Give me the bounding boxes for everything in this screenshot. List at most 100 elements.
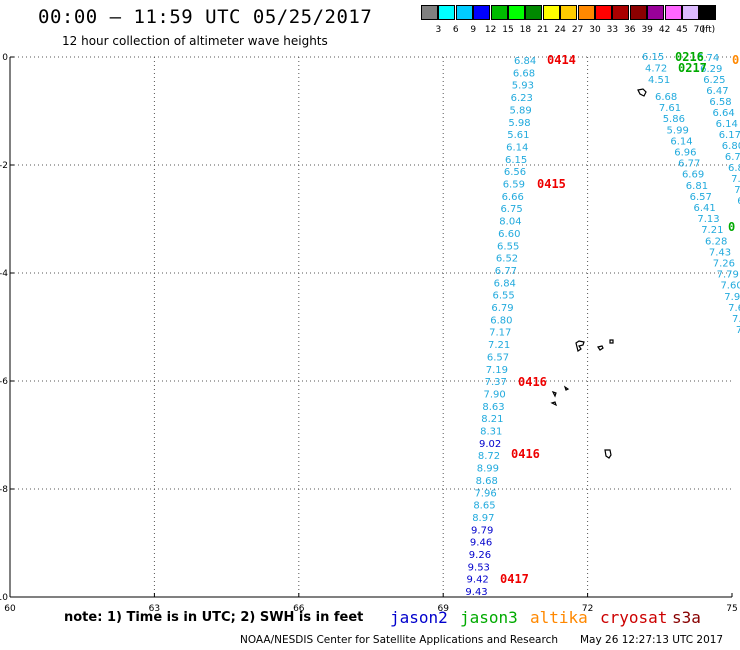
x-tick-label: 75 xyxy=(726,604,737,614)
wave-height-value: 7.21 xyxy=(701,225,723,236)
note-text: note: 1) Time is in UTC; 2) SWH is in fe… xyxy=(64,610,364,625)
legend-swatch xyxy=(421,5,438,20)
wave-height-value: 7.3 xyxy=(736,325,740,336)
y-tick-label: -2 xyxy=(0,161,8,171)
x-tick-label: 69 xyxy=(437,604,449,614)
wave-height-value: 6.96 xyxy=(674,148,696,159)
wave-height-value: 6 xyxy=(737,196,740,207)
legend-swatch xyxy=(629,5,647,20)
wave-height-value: 5.98 xyxy=(508,118,530,129)
wave-height-value: 9.46 xyxy=(470,538,492,549)
legend-swatch xyxy=(664,5,682,20)
wave-height-value: 6.84 xyxy=(514,56,536,67)
wave-height-value: 8.68 xyxy=(476,476,498,487)
wave-height-values: 6.846.685.936.235.895.985.616.146.156.56… xyxy=(465,52,740,598)
legend-swatch xyxy=(525,5,543,20)
legend-label: 6 xyxy=(452,25,459,35)
wave-height-value: 7.0 xyxy=(732,314,740,325)
satellite-jason2: jason2 xyxy=(390,608,448,627)
island-outline xyxy=(597,345,604,351)
wave-height-value: 6.14 xyxy=(506,142,528,153)
wave-height-value: 8.31 xyxy=(480,427,502,438)
time-label: 0216 xyxy=(675,50,704,64)
wave-height-value: 6.66 xyxy=(502,192,524,203)
wave-height-value: 8.21 xyxy=(481,414,503,425)
wave-height-value: 5.89 xyxy=(509,105,531,116)
wave-height-value: 6.77 xyxy=(678,159,700,170)
wave-height-value: 6.15 xyxy=(505,155,527,166)
wave-height-value: 8.65 xyxy=(473,501,495,512)
legend-swatch xyxy=(560,5,578,20)
legend-label: 9 xyxy=(470,25,477,35)
legend-unit: (ft) xyxy=(701,25,716,35)
wave-height-value: 6.14 xyxy=(670,136,692,147)
legend-swatch xyxy=(595,5,612,20)
wave-height-value: 7.21 xyxy=(488,340,510,351)
wave-height-value: 5.99 xyxy=(667,125,689,136)
x-tick-label: 66 xyxy=(293,604,305,614)
map-title: 00:00 – 11:59 UTC 05/25/2017 xyxy=(38,6,373,28)
time-label: 0416 xyxy=(511,447,540,461)
wave-height-value: 7.60 xyxy=(720,281,740,292)
satellite-s3a: s3a xyxy=(672,608,701,627)
legend-swatch xyxy=(682,5,699,20)
legend-swatch xyxy=(542,5,560,20)
wave-height-value: 7.43 xyxy=(709,247,731,258)
wave-height-value: 9.26 xyxy=(469,550,491,561)
legend-label: 21 xyxy=(537,25,549,35)
island-outlines xyxy=(550,88,647,459)
wave-height-value: 7.13 xyxy=(697,214,719,225)
wave-height-value: 6.80 xyxy=(722,141,740,152)
wave-height-value: 7.37 xyxy=(485,377,507,388)
legend-label: 45 xyxy=(676,25,688,35)
wave-height-value: 7.79 xyxy=(717,270,739,281)
legend-label: 15 xyxy=(502,25,514,35)
wave-height-value: 9.02 xyxy=(479,439,501,450)
legend-label: 3 xyxy=(435,25,442,35)
wave-height-value: 7. xyxy=(731,174,740,185)
wave-height-value: 6.23 xyxy=(511,93,533,104)
legend-label: 27 xyxy=(571,25,584,35)
wave-height-value: 6.75 xyxy=(500,204,522,215)
wave-height-value: 6.77 xyxy=(495,266,517,277)
wave-height-value: 7.68 xyxy=(728,303,740,314)
y-tick-label: -4 xyxy=(0,269,8,279)
island-outline xyxy=(609,339,614,344)
island-outline xyxy=(550,401,558,407)
wave-height-value: 6.8 xyxy=(728,163,740,174)
wave-height-value: 6.68 xyxy=(513,68,535,79)
wave-height-value: 7.26 xyxy=(713,259,735,270)
legend-label: 33 xyxy=(606,25,619,35)
wave-height-value: 8.04 xyxy=(499,217,521,228)
island-outline xyxy=(575,340,585,352)
legend-swatch xyxy=(577,5,595,20)
wave-height-value: 5.61 xyxy=(507,130,529,141)
wave-height-value: 7.96 xyxy=(474,488,496,499)
wave-height-value: 7.17 xyxy=(489,328,511,339)
wave-height-value: 6.52 xyxy=(496,254,518,265)
time-label: 0 xyxy=(732,53,739,67)
legend-label: 30 xyxy=(589,25,601,35)
island-outline xyxy=(637,88,647,97)
wave-height-value: 6.74 xyxy=(697,53,719,64)
wave-height-value: 8.99 xyxy=(477,464,499,475)
grid-lines xyxy=(10,56,732,597)
map-subtitle: 12 hour collection of altimeter wave hei… xyxy=(62,34,328,48)
credit-text: NOAA/NESDIS Center for Satellite Applica… xyxy=(240,634,558,646)
wave-height-value: 6.57 xyxy=(487,352,509,363)
wave-height-value: 6.17 xyxy=(719,130,740,141)
legend-label: 70 xyxy=(693,25,706,35)
wave-height-value: 6.59 xyxy=(503,180,525,191)
wave-height-value: 7. xyxy=(734,185,740,196)
wave-height-value: 6.41 xyxy=(694,203,716,214)
wave-height-value: 8.63 xyxy=(482,402,504,413)
legend-label: 42 xyxy=(658,25,671,35)
time-label: 0 xyxy=(728,220,735,234)
x-tick-label: 72 xyxy=(582,604,593,614)
time-label: 0416 xyxy=(518,375,547,389)
island-outline xyxy=(604,449,612,459)
legend-swatch xyxy=(699,5,717,20)
wave-height-value: 7.90 xyxy=(483,389,505,400)
